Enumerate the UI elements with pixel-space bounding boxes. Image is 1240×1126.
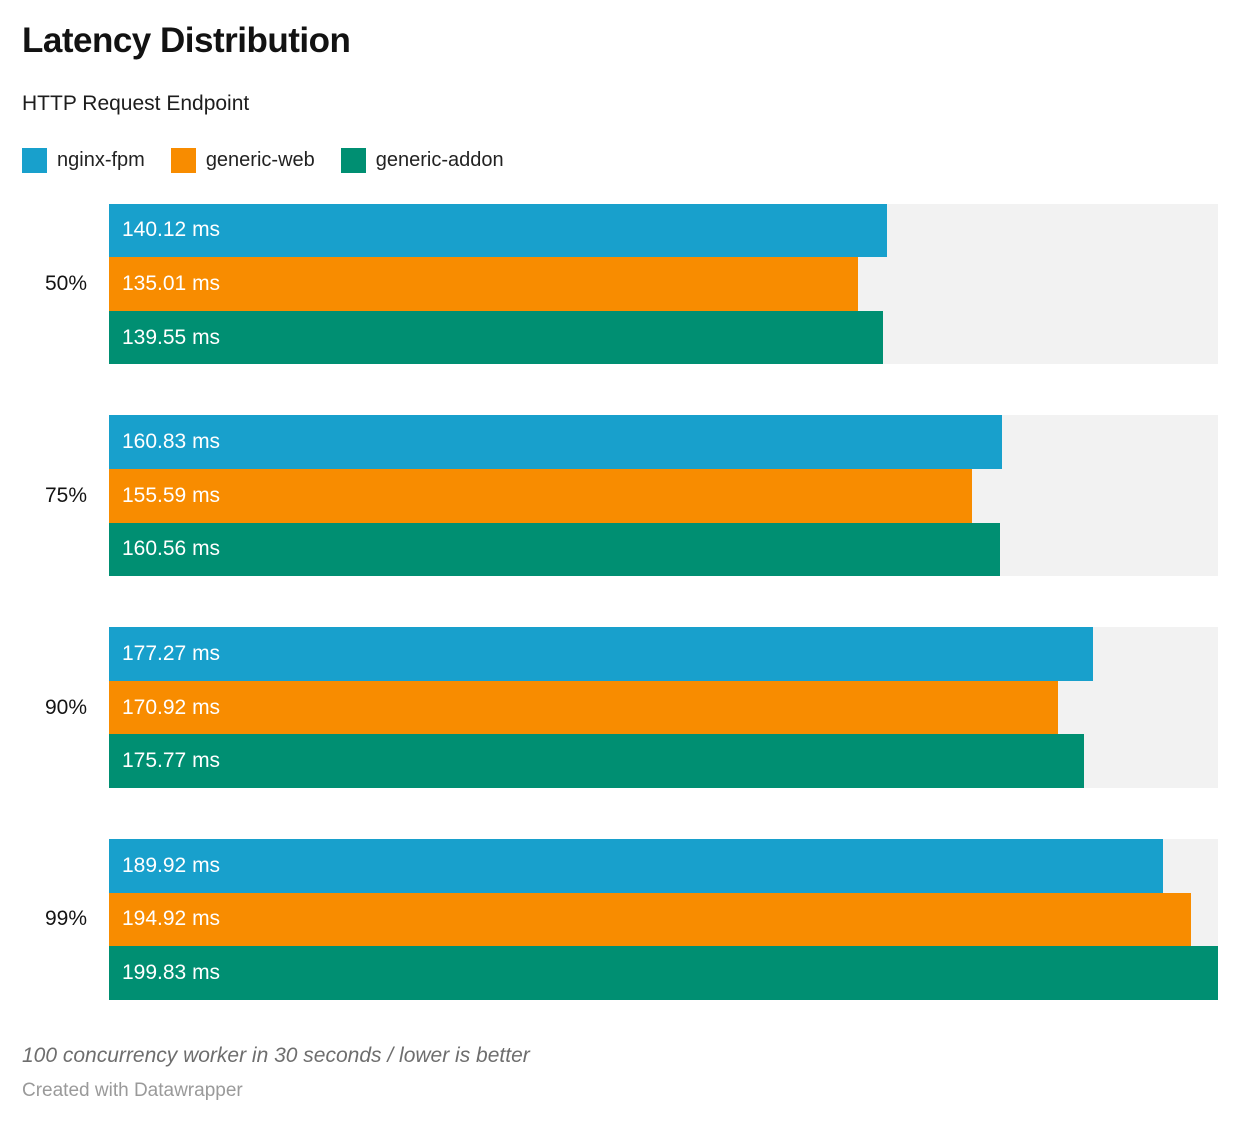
bar-rows: 140.12 ms 135.01 ms 139.55 ms [109,203,1218,365]
bar-group-99%: 99% 189.92 ms 194.92 ms 199.83 ms [22,839,1218,1000]
bar-rows: 160.83 ms 155.59 ms 160.56 ms [109,415,1218,577]
bar-value-label: 194.92 ms [122,907,221,931]
bar-value-label: 135.01 ms [122,272,221,296]
bar-value-label: 140.12 ms [122,218,221,242]
bar-group-75%: 75% 160.83 ms 155.59 ms 160.56 ms [22,415,1218,577]
bar-track: 177.27 ms [109,627,1218,681]
bar-generic-addon-75%: 160.56 ms [109,522,1001,577]
bar-value-label: 160.56 ms [122,537,221,561]
bar-generic-web-99%: 194.92 ms [109,892,1191,947]
bar-value-label: 189.92 ms [122,853,221,877]
bar-generic-addon-99%: 199.83 ms [109,946,1218,1000]
bar-chart: 50% 140.12 ms 135.01 ms 139.55 ms 75% 160.83 … [22,203,1218,1000]
bar-track: 189.92 ms [109,839,1218,893]
bar-track: 135.01 ms [109,257,1218,311]
bar-value-label: 175.77 ms [122,749,221,773]
category-label: 50% [44,272,87,296]
bar-value-label: 170.92 ms [122,695,221,719]
legend-item-generic-addon: generic-addon [340,147,504,173]
bar-generic-addon-50%: 139.55 ms [109,310,884,365]
bar-track: 160.83 ms [109,415,1218,470]
bar-group-50%: 50% 140.12 ms 135.01 ms 139.55 ms [22,203,1218,365]
bar-value-label: 177.27 ms [122,642,221,666]
bar-rows: 189.92 ms 194.92 ms 199.83 ms [109,839,1218,1000]
chart-note: 100 concurrency worker in 30 seconds / l… [22,1043,530,1067]
bar-generic-web-50%: 135.01 ms [109,257,859,311]
bar-generic-web-90%: 170.92 ms [109,680,1058,735]
bar-track: 140.12 ms [109,203,1218,258]
legend: nginx-fpm generic-web generic-addon [22,147,1218,173]
bar-nginx-fpm-99%: 189.92 ms [109,839,1163,893]
bar-group-90%: 90% 177.27 ms 170.92 ms 175.77 ms [22,627,1218,789]
category-label: 99% [44,907,87,931]
bar-nginx-fpm-90%: 177.27 ms [109,627,1093,681]
bar-nginx-fpm-50%: 140.12 ms [109,203,887,258]
chart-subtitle: HTTP Request Endpoint [22,91,250,115]
bar-track: 194.92 ms [109,892,1218,947]
bar-value-label: 199.83 ms [122,961,221,985]
datawrapper-credit: Created with Datawrapper [22,1079,243,1101]
bar-rows: 177.27 ms 170.92 ms 175.77 ms [109,627,1218,789]
legend-label: generic-web [205,148,315,171]
bar-value-label: 139.55 ms [122,325,221,349]
chart-title: Latency Distribution [22,21,351,60]
legend-swatch-generic-addon [340,147,366,173]
bar-generic-addon-90%: 175.77 ms [109,734,1085,789]
bar-value-label: 155.59 ms [122,483,221,507]
legend-label: generic-addon [375,148,504,171]
legend-swatch-nginx-fpm [22,147,47,173]
legend-item-generic-web: generic-web [170,147,315,173]
category-label: 75% [44,483,87,507]
bar-track: 139.55 ms [109,310,1218,365]
bar-generic-web-75%: 155.59 ms [109,469,973,523]
bar-track: 175.77 ms [109,734,1218,789]
bar-nginx-fpm-75%: 160.83 ms [109,415,1002,470]
bar-track: 160.56 ms [109,522,1218,577]
bar-value-label: 160.83 ms [122,430,221,454]
legend-label: nginx-fpm [57,148,145,171]
bar-track: 170.92 ms [109,680,1218,735]
legend-swatch-generic-web [170,147,196,173]
bar-track: 199.83 ms [109,946,1218,1000]
category-label: 90% [44,695,87,719]
bar-track: 155.59 ms [109,469,1218,523]
legend-item-nginx-fpm: nginx-fpm [22,147,145,173]
